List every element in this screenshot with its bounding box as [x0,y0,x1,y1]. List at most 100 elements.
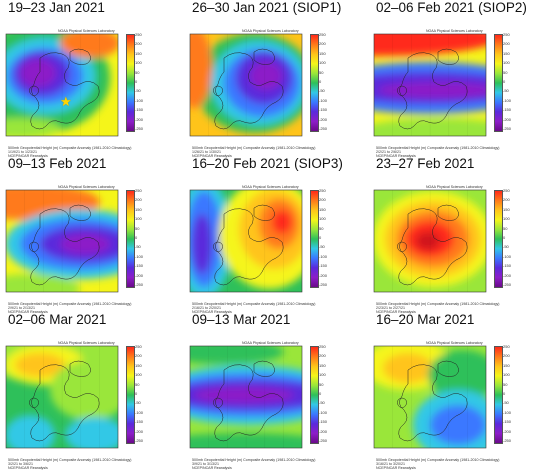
caption-dates: 3/9/21 to 3/13/21 [192,462,219,467]
colorbar-tick-label: -150 [319,107,328,113]
map-svg [189,345,303,449]
caption-reanalysis: NCEP/NCAR Reanalysis [376,310,416,315]
colorbar-tick-label: -200 [135,272,144,278]
caption-reanalysis: NCEP/NCAR Reanalysis [8,466,48,471]
source-label: NOAA Physical Sciences Laboratory [242,29,299,33]
map-svg [373,345,487,449]
coastline [29,360,100,442]
colorbar [126,190,135,288]
colorbar-tick-label: 100 [135,60,142,66]
colorbar-tick-label: 150 [319,362,326,368]
colorbar-tick-label: 150 [135,362,142,368]
colorbar-tick-label: 200 [503,353,510,359]
anomaly-map: NOAA Physical Sciences Laboratory [368,340,500,460]
colorbar-tick-label: 200 [319,197,326,203]
colorbar-tick-label: 50 [135,225,140,231]
colorbar-tick-label: 250 [503,188,510,193]
anomaly-contour [20,59,56,87]
colorbar-tick-label: -150 [503,419,512,425]
colorbar-tick-label: 250 [135,188,142,193]
anomaly-contour [15,353,65,377]
map-svg [5,33,119,137]
colorbar-tick-label: -250 [319,438,328,443]
coastline [29,48,100,130]
colorbar-tick-label: -200 [503,116,512,122]
colorbar-tick-label: -200 [135,428,144,434]
anomaly-map: NOAA Physical Sciences Laboratory [184,28,316,148]
colorbar-tick-label: -100 [503,409,512,415]
caption-reanalysis: NCEP/NCAR Reanalysis [376,466,416,471]
colorbar [494,346,503,444]
colorbar-tick-label: -50 [503,88,509,94]
panel-title: 02–06 Feb 2021 (SIOP2) [376,0,527,15]
colorbar-tick-label: -50 [319,88,325,94]
colorbar-tick-label: -250 [503,438,512,443]
colorbar-ticks: 250 200 150 100 50 0 -50 -100 -150 -200 -250 [135,344,157,444]
source-label: NOAA Physical Sciences Laboratory [58,29,115,33]
map-panel: 16–20 Feb 2021 (SIOP3) NOAA Physical Scie… [184,156,364,314]
colorbar-tick-label: 100 [319,216,326,222]
colorbar-tick-label: -150 [135,107,144,113]
colorbar-tick-label: 50 [135,69,140,75]
anomaly-map: NOAA Physical Sciences Laboratory [0,28,132,148]
colorbar-tick-label: 100 [503,216,510,222]
map-panel: 16–20 Mar 2021 NOAA Physical Sciences Lab… [368,312,548,471]
map-svg [189,33,303,137]
source-label: NOAA Physical Sciences Laboratory [426,341,483,345]
colorbar-tick-label: -50 [503,244,509,250]
colorbar-tick-label: -250 [319,282,328,287]
source-label: NOAA Physical Sciences Laboratory [426,29,483,33]
map-frame [5,33,119,137]
anomaly-contour [374,34,486,56]
colorbar-ticks: 250 200 150 100 50 0 -50 -100 -150 -200 -250 [319,32,341,132]
colorbar-tick-label: 200 [135,197,142,203]
map-panel: 23–27 Feb 2021 NOAA Physical Sciences Lab… [368,156,548,315]
colorbar-tick-label: 200 [135,353,142,359]
colorbar-tick-label: 150 [135,206,142,212]
anomaly-contour [190,34,212,108]
colorbar-tick-label: 200 [503,197,510,203]
source-label: NOAA Physical Sciences Laboratory [242,185,299,189]
colorbar-tick-label: 100 [503,372,510,378]
colorbar-tick-label: 100 [319,372,326,378]
map-svg [189,189,303,293]
anomaly-contour [272,210,292,234]
colorbar-ticks: 250 200 150 100 50 0 -50 -100 -150 -200 -250 [135,32,157,132]
anomaly-contour [190,346,284,364]
colorbar-tick-label: 250 [135,32,142,37]
colorbar-tick-label: 0 [319,235,322,240]
panel-title: 26–30 Jan 2021 (SIOP1) [192,0,342,15]
colorbar-ticks: 250 200 150 100 50 0 -50 -100 -150 -200 -250 [503,188,525,288]
map-frame [5,189,119,293]
caption-title: 500mb Geopotential Height (m) Composite … [376,458,500,462]
colorbar-tick-label: 200 [135,41,142,47]
colorbar-tick-label: -50 [135,400,141,406]
panel-title: 16–20 Mar 2021 [376,312,475,327]
caption-reanalysis: NCEP/NCAR Reanalysis [192,466,232,471]
anomaly-contour [428,350,486,400]
colorbar-tick-label: 100 [135,216,142,222]
source-label: NOAA Physical Sciences Laboratory [426,185,483,189]
colorbar-tick-label: -150 [503,107,512,113]
colorbar-tick-label: 50 [135,381,140,387]
colorbar-tick-label: 50 [503,69,508,75]
colorbar [310,190,319,288]
coastline [397,48,468,130]
map-frame [373,189,487,293]
colorbar-tick-label: -150 [319,419,328,425]
map-caption: 500mb Geopotential Height (m) Composite … [8,302,131,315]
caption-title: 500mb Geopotential Height (m) Composite … [8,146,132,150]
panel-title: 09–13 Mar 2021 [192,312,291,327]
map-panel: 02–06 Feb 2021 (SIOP2) NOAA Physical Scie… [368,0,548,158]
anomaly-map: NOAA Physical Sciences Laboratory [184,184,316,304]
colorbar-tick-label: 150 [503,206,510,212]
coastline [213,204,284,286]
caption-reanalysis: NCEP/NCAR Reanalysis [8,154,48,159]
colorbar-tick-label: -100 [319,409,328,415]
anomaly-contour [430,405,486,445]
source-label: NOAA Physical Sciences Laboratory [58,341,115,345]
map-panel: 26–30 Jan 2021 (SIOP1) NOAA Physical Scie… [184,0,364,158]
map-panel: 09–13 Mar 2021 NOAA Physical Sciences Lab… [184,312,364,471]
map-frame [189,189,303,293]
panel-title: 19–23 Jan 2021 [8,0,105,15]
